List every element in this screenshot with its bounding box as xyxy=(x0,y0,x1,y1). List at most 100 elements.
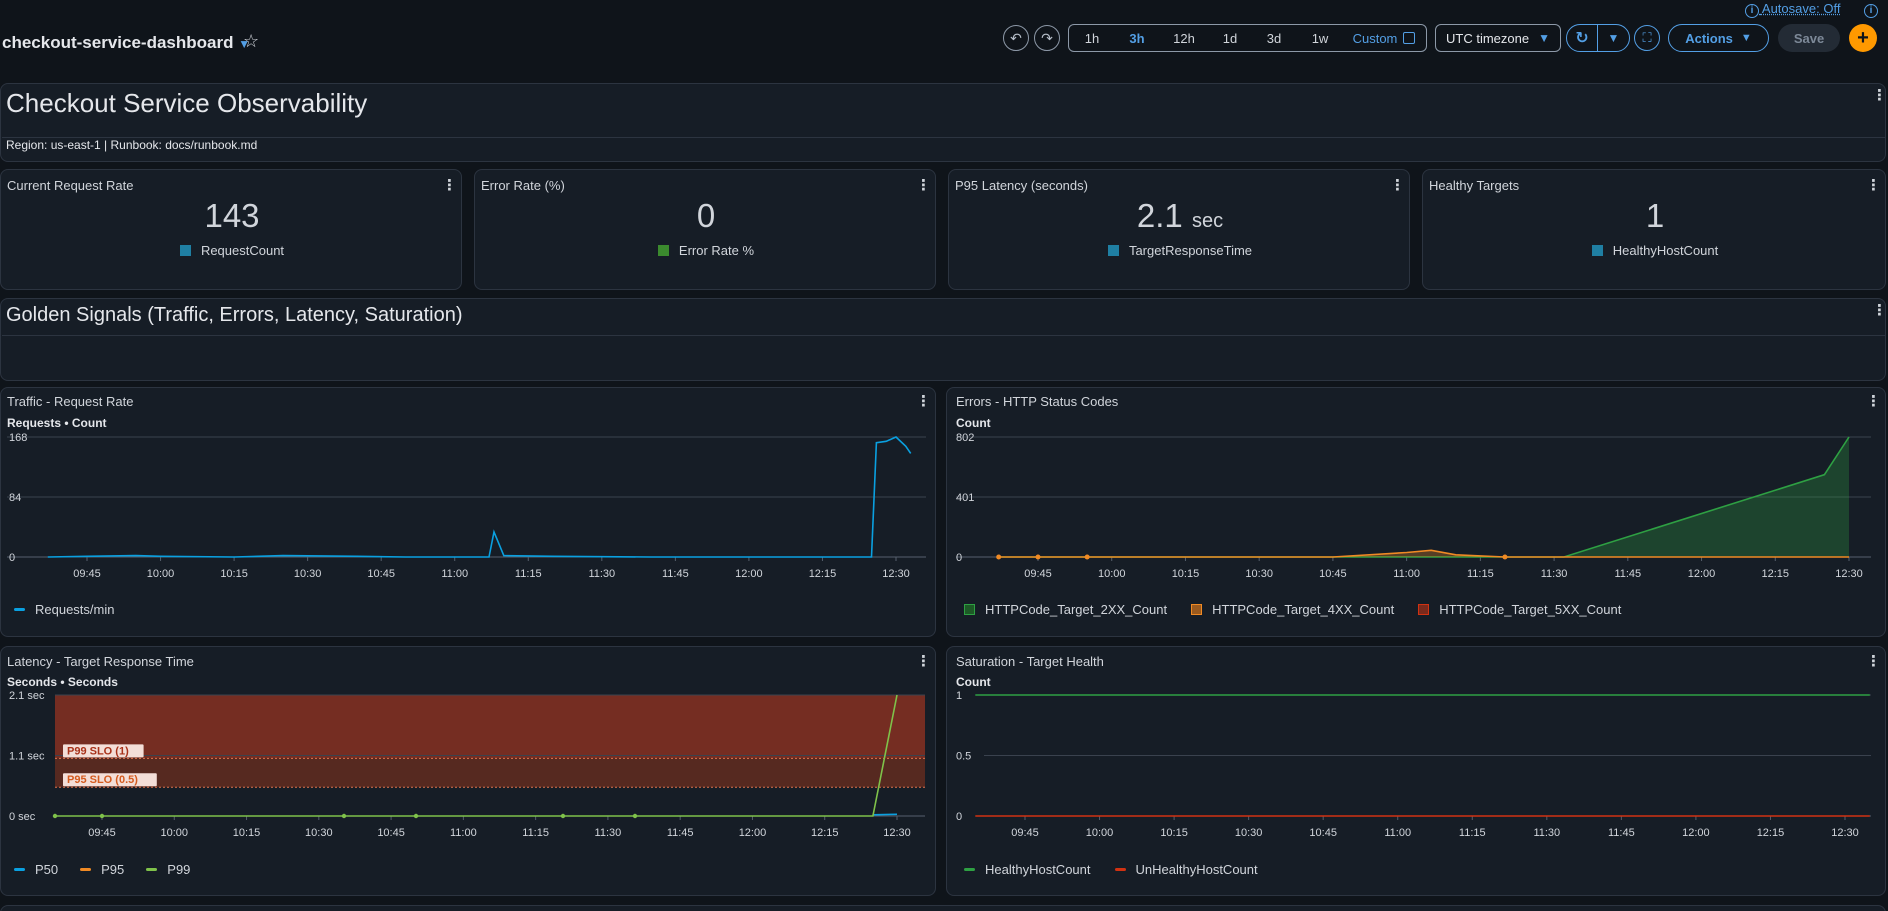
x-tick-label: 10:30 xyxy=(294,568,322,580)
x-tick-label: 10:00 xyxy=(1086,827,1114,839)
x-tick-label: 12:00 xyxy=(1688,568,1716,580)
stat-title: Current Request Rate xyxy=(7,178,134,193)
range-12h[interactable]: 12h xyxy=(1173,30,1195,46)
x-tick-label: 10:45 xyxy=(1319,568,1347,580)
widget-menu-icon[interactable]: ⋮ xyxy=(1390,177,1405,194)
range-3d[interactable]: 3d xyxy=(1266,30,1282,46)
threshold-label: P95 SLO (0.5) xyxy=(67,774,138,786)
refresh-options-caret-icon[interactable]: ▼ xyxy=(1607,31,1620,45)
x-tick-label: 12:15 xyxy=(1757,827,1785,839)
errors-chart[interactable]: 0 401 802 09:45 10:00 10:15 10:30 10:45 11:00 11:… xyxy=(947,388,1887,588)
widget-menu-icon[interactable]: ⋮ xyxy=(1866,177,1881,194)
chart-unit-label: Count xyxy=(956,416,991,430)
timezone-select[interactable]: UTC timezone ▼ xyxy=(1435,24,1561,52)
autosave-toggle[interactable]: i Autosave: Off xyxy=(1745,1,1840,18)
stat-widget: Current Request Rate ⋮ 143 RequestCount xyxy=(0,169,462,290)
stat-value: 1 xyxy=(1423,197,1887,235)
x-tick-label: 11:45 xyxy=(667,827,694,839)
legend-item[interactable]: HealthyHostCount xyxy=(1423,243,1887,258)
caret-down-icon: ▼ xyxy=(238,37,251,51)
stat-widget: P95 Latency (seconds) ⋮ 2.1 sec TargetRe… xyxy=(948,169,1410,290)
actions-label: Actions xyxy=(1685,30,1733,46)
legend-item[interactable]: HealthyHostCount xyxy=(964,862,1091,877)
add-widget-button[interactable]: + xyxy=(1849,24,1877,52)
range-1w[interactable]: 1w xyxy=(1311,30,1329,46)
x-tick-label: 10:15 xyxy=(220,568,248,580)
legend-label: TargetResponseTime xyxy=(1128,243,1253,258)
data-point xyxy=(413,813,419,819)
threshold-label: P99 SLO (1) xyxy=(67,745,129,757)
saturation-chart[interactable]: 0 0.5 1 09:45 10:00 10:15 10:30 10:45 11:00 11:15… xyxy=(947,647,1887,847)
undo-button[interactable]: ↶ xyxy=(1003,25,1029,51)
legend-item[interactable]: P50 xyxy=(14,862,58,877)
legend-item[interactable]: P99 xyxy=(146,862,190,877)
save-button[interactable]: Save xyxy=(1778,24,1840,52)
x-tick-label: 12:15 xyxy=(811,827,839,839)
widget-menu-icon[interactable]: ⋮ xyxy=(916,653,931,670)
y-tick-label: 802 xyxy=(956,432,974,444)
widget-menu-icon[interactable]: ⋮ xyxy=(916,177,931,194)
fullscreen-button[interactable]: ⛶ xyxy=(1634,25,1660,51)
x-tick-label: 10:00 xyxy=(1098,568,1126,580)
actions-button[interactable]: Actions ▼ xyxy=(1668,24,1769,52)
widget-menu-icon[interactable]: ⋮ xyxy=(916,393,931,410)
data-point xyxy=(632,813,638,819)
stat-title: Healthy Targets xyxy=(1429,178,1520,193)
legend-label: HTTPCode_Target_4XX_Count xyxy=(1212,602,1395,617)
x-tick-label: 09:45 xyxy=(1024,568,1052,580)
x-tick-label: 10:45 xyxy=(377,827,405,839)
dashboard-name: checkout-service-dashboard xyxy=(2,33,234,52)
plus-icon: + xyxy=(1857,27,1869,49)
legend-item[interactable]: HTTPCode_Target_2XX_Count xyxy=(964,602,1167,617)
x-tick-label: 12:15 xyxy=(809,568,837,580)
legend-label: HTTPCode_Target_5XX_Count xyxy=(1439,602,1622,617)
legend-item[interactable]: RequestCount xyxy=(1,243,463,258)
y-tick-label: 401 xyxy=(956,492,974,504)
range-3h[interactable]: 3h xyxy=(1129,30,1145,46)
stat-value: 0 xyxy=(475,197,937,235)
traffic-chart[interactable]: 0 84 168 09:45 10:00 10:15 10:30 10:45 11:00 11:1… xyxy=(1,388,937,588)
y-tick-label: 168 xyxy=(9,432,27,444)
legend-item[interactable]: P95 xyxy=(80,862,124,877)
x-tick-label: 12:00 xyxy=(735,568,763,580)
data-point xyxy=(1035,554,1041,560)
legend-item[interactable]: UnHealthyHostCount xyxy=(1114,862,1258,877)
refresh-control: ↻ ▼ xyxy=(1566,24,1630,52)
x-tick-label: 11:45 xyxy=(662,568,689,580)
range-custom[interactable]: Custom xyxy=(1343,31,1425,46)
chart-title: Saturation - Target Health xyxy=(956,654,1104,669)
chart-unit-label: Seconds • Seconds xyxy=(7,675,118,689)
threshold-band xyxy=(55,695,925,759)
widget-menu-icon[interactable]: ⋮ xyxy=(1872,302,1887,319)
widget-menu-icon[interactable]: ⋮ xyxy=(1866,653,1881,670)
series-line xyxy=(872,813,898,816)
redo-icon: ↷ xyxy=(1041,29,1053,46)
data-point xyxy=(341,813,347,819)
x-tick-label: 12:30 xyxy=(1835,568,1863,580)
legend-label: HealthyHostCount xyxy=(985,862,1091,877)
text-widget: Checkout Service Observability Region: u… xyxy=(0,83,1887,162)
x-tick-label: 12:30 xyxy=(883,827,911,839)
range-1d[interactable]: 1d xyxy=(1222,30,1238,46)
star-icon[interactable]: ☆ xyxy=(243,31,260,51)
widget-menu-icon[interactable]: ⋮ xyxy=(1866,393,1881,410)
widget-menu-icon[interactable]: ⋮ xyxy=(1872,87,1887,104)
info-icon: i xyxy=(1745,4,1759,18)
legend-item[interactable]: HTTPCode_Target_5XX_Count xyxy=(1418,602,1621,617)
legend-item[interactable]: Error Rate % xyxy=(475,243,937,258)
help-info-button[interactable]: i xyxy=(1864,1,1878,18)
latency-chart[interactable]: 0 sec 1.1 sec 2.1 sec 09:45 10:00 10:15 10:30 1… xyxy=(1,647,937,847)
x-tick-label: 11:15 xyxy=(515,568,542,580)
legend-item[interactable]: TargetResponseTime xyxy=(949,243,1411,258)
dashboard-name-dropdown[interactable]: checkout-service-dashboard ▼ xyxy=(2,33,250,53)
caret-down-icon: ▼ xyxy=(1538,31,1550,45)
refresh-icon[interactable]: ↻ xyxy=(1575,30,1589,47)
data-point xyxy=(1502,554,1508,560)
legend-item[interactable]: HTTPCode_Target_4XX_Count xyxy=(1191,602,1394,617)
redo-button[interactable]: ↷ xyxy=(1034,25,1060,51)
widget-menu-icon[interactable]: ⋮ xyxy=(442,177,457,194)
legend-item[interactable]: Requests/min xyxy=(14,602,114,617)
range-1h[interactable]: 1h xyxy=(1084,30,1100,46)
y-tick-label: 1.1 sec xyxy=(9,751,45,763)
x-tick-label: 11:45 xyxy=(1614,568,1641,580)
